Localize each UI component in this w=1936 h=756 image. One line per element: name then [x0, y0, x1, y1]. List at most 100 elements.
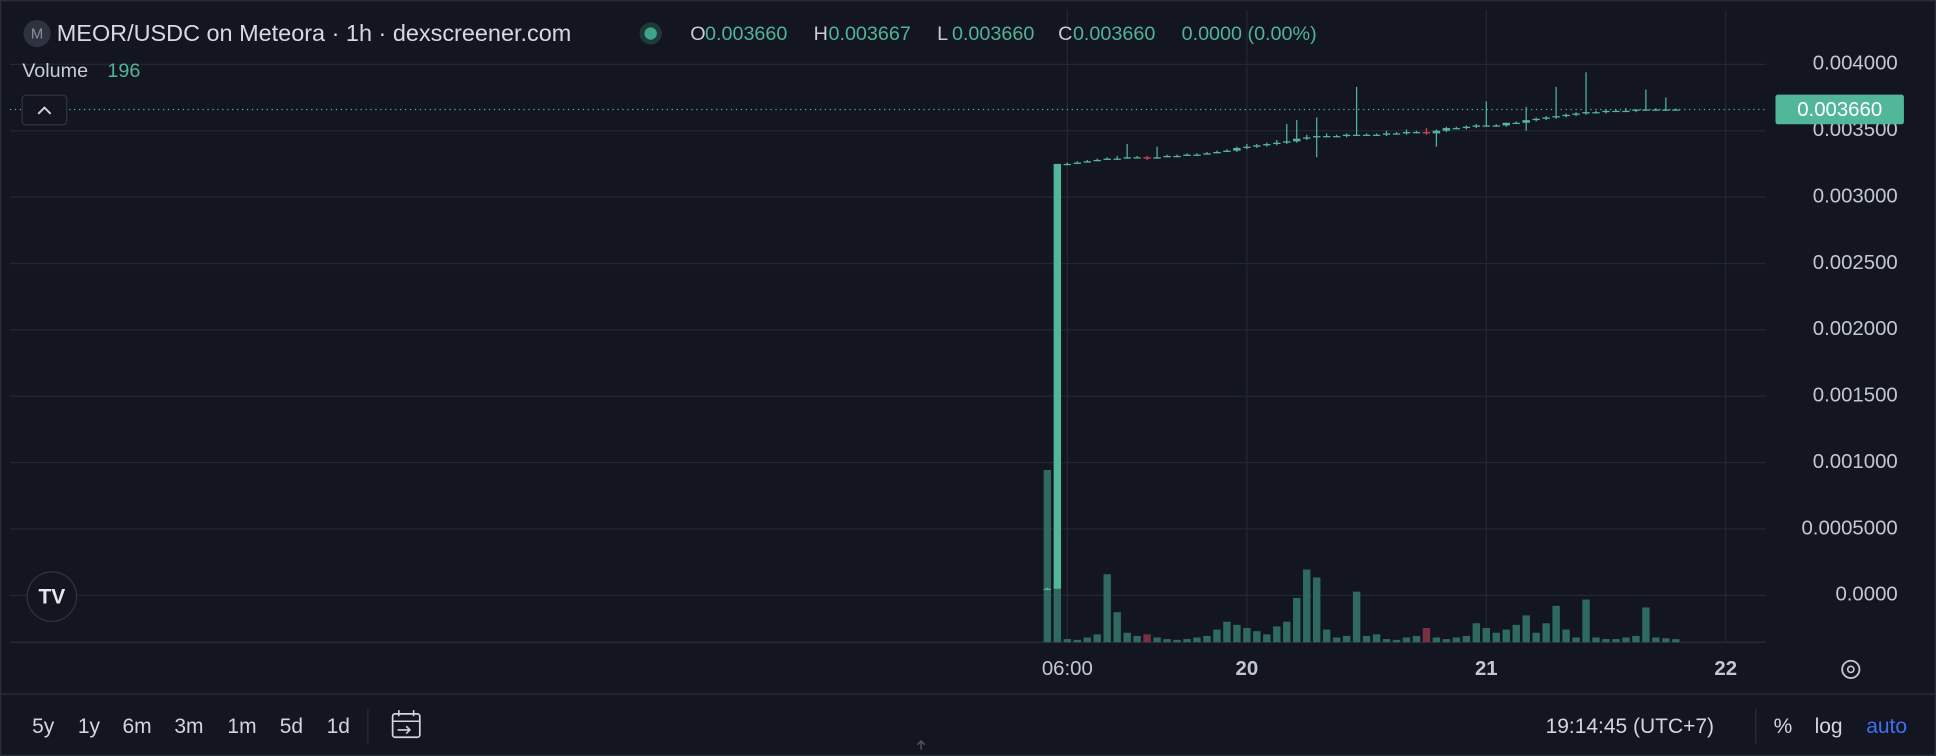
range-button[interactable]: 1m — [227, 715, 256, 738]
candle-body — [1283, 141, 1291, 143]
volume-bar — [1652, 637, 1660, 643]
volume-bar — [1522, 615, 1530, 643]
ohlc-key: H — [814, 23, 828, 45]
volume-bar — [1642, 607, 1650, 643]
range-button[interactable]: 1d — [327, 715, 350, 738]
range-button[interactable]: 3m — [174, 715, 203, 738]
candle-body — [1552, 116, 1560, 118]
candle-body — [1123, 157, 1131, 159]
volume-bar — [1293, 597, 1301, 643]
candle-body — [1492, 125, 1500, 127]
volume-bar — [1083, 637, 1091, 643]
status-dot — [644, 27, 657, 40]
volume-bar — [1442, 639, 1451, 643]
candle-body — [1362, 134, 1371, 136]
candle-body — [1133, 157, 1141, 159]
auto-toggle[interactable]: auto — [1866, 715, 1907, 738]
volume-bar — [1542, 623, 1550, 643]
candle-body — [1672, 109, 1680, 111]
settings-icon-center — [1846, 665, 1855, 674]
x-tick-label: 20 — [1236, 658, 1259, 680]
volume-bar — [1502, 629, 1510, 643]
range-button[interactable]: 5d — [280, 715, 303, 738]
candle-body — [1083, 161, 1091, 163]
ohlc-key: L — [937, 23, 948, 45]
candle-body — [1522, 120, 1530, 123]
volume-bar — [1103, 574, 1111, 643]
candle-body — [1103, 158, 1111, 160]
candle-body — [1163, 155, 1171, 158]
volume-bar — [1392, 639, 1401, 643]
volume-bar — [1452, 637, 1461, 643]
volume-bar — [1552, 605, 1560, 643]
volume-bar — [1183, 639, 1191, 643]
goto-date-button[interactable] — [391, 712, 421, 739]
tv-logo[interactable] — [26, 571, 78, 622]
volume-bar — [1073, 639, 1081, 643]
y-tick-label: 0.001000 — [1813, 451, 1898, 473]
y-tick-label: 0.0000 — [1835, 584, 1897, 606]
volume-bar — [1512, 624, 1520, 643]
candle-body — [1303, 137, 1311, 139]
candle-body — [1352, 134, 1361, 136]
volume-bar — [1193, 637, 1201, 643]
candle-body — [1332, 136, 1341, 138]
range-button[interactable]: 6m — [122, 715, 151, 738]
candle-body — [1482, 125, 1490, 127]
volume-bar — [1243, 628, 1251, 643]
volume-bar — [1273, 626, 1281, 643]
volume-bar — [1043, 469, 1052, 643]
candle-body — [1213, 151, 1221, 154]
symbol-icon — [23, 19, 51, 48]
volume-bar — [1093, 634, 1101, 643]
volume-bar — [1412, 635, 1421, 643]
settings-icon[interactable] — [1841, 659, 1861, 679]
volume-bar — [1532, 632, 1540, 643]
clock: 19:14:45 (UTC+7) — [1546, 715, 1714, 738]
volume-bar — [1332, 637, 1341, 643]
last-price-tag — [1775, 94, 1904, 125]
y-tick-label: 0.002500 — [1813, 252, 1898, 274]
tv-logo-mark: TV — [38, 585, 65, 608]
candle-body — [1432, 130, 1441, 134]
volume-bar — [1572, 637, 1580, 643]
range-button[interactable]: 5y — [32, 715, 55, 738]
range-button[interactable]: 1y — [78, 715, 101, 738]
chart-title: MEOR/USDC on Meteora · 1h · dexscreener.… — [57, 20, 572, 46]
candle-body — [1043, 588, 1052, 591]
volume-bar — [1312, 577, 1321, 643]
candle-body — [1582, 112, 1590, 114]
candle-body — [1263, 144, 1271, 146]
candle-body — [1472, 125, 1481, 127]
ohlc-key: O — [690, 23, 705, 45]
candle-body — [1063, 163, 1072, 166]
toolbar: 5y 1y 6m 3m 1m 5d 1d — [32, 715, 350, 738]
percent-toggle[interactable]: % — [1774, 715, 1793, 738]
y-tick-label: 0.001500 — [1813, 385, 1898, 407]
log-toggle[interactable]: log — [1815, 715, 1843, 738]
volume-bar — [1372, 634, 1381, 643]
candle-body — [1233, 147, 1241, 151]
volume-bar — [1482, 628, 1490, 643]
volume-bar — [1352, 591, 1361, 643]
candle-body — [1392, 133, 1401, 135]
candle-body — [1253, 145, 1261, 147]
collapse-icon — [37, 106, 52, 115]
candle-body — [1183, 154, 1191, 156]
volume-bar — [1143, 634, 1151, 643]
collapse-button[interactable] — [21, 94, 68, 126]
volume-bar — [1063, 639, 1072, 643]
candle-body — [1322, 136, 1331, 138]
candle-body — [1382, 133, 1391, 135]
candle-body — [1592, 112, 1600, 114]
candle-body — [1502, 122, 1510, 126]
candle-body — [1053, 163, 1062, 589]
volume-bar — [1163, 639, 1171, 643]
candle-body — [1113, 158, 1121, 160]
grid — [9, 10, 1766, 643]
candle-body — [1193, 154, 1201, 156]
ohlc-value: 0.003667 — [828, 23, 910, 45]
volume-bar — [1462, 635, 1471, 643]
candle-body — [1632, 109, 1640, 111]
